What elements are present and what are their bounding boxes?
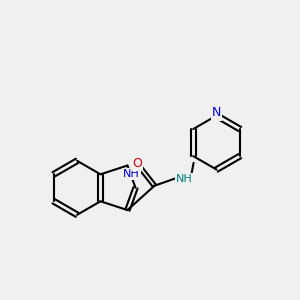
Text: O: O [132, 157, 142, 170]
Text: NH: NH [176, 174, 193, 184]
Text: N: N [212, 106, 221, 119]
Text: NH: NH [123, 169, 140, 178]
